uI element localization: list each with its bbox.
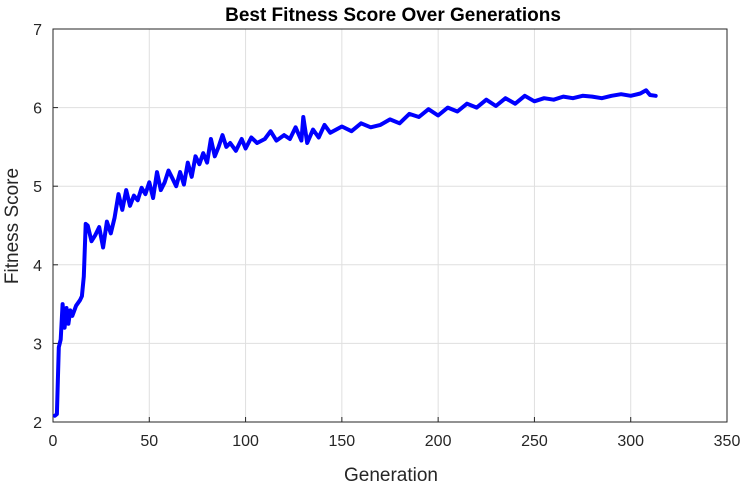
y-tick-label: 2 — [33, 415, 42, 432]
series-line — [52, 88, 658, 418]
grid — [52, 28, 728, 423]
x-tick-label: 0 — [49, 433, 58, 450]
y-tick-label: 3 — [33, 336, 42, 353]
plot-area — [53, 29, 727, 422]
series — [52, 88, 658, 418]
x-axis-label: Generation — [344, 465, 438, 486]
axes-box — [52, 28, 728, 423]
x-tick-label: 250 — [521, 433, 548, 450]
y-tick-label: 5 — [33, 179, 42, 196]
y-tick-label: 6 — [33, 101, 42, 118]
x-tick-label: 100 — [232, 433, 259, 450]
x-tick-label: 300 — [617, 433, 644, 450]
x-tick-label: 150 — [329, 433, 356, 450]
y-tick-label: 7 — [33, 22, 42, 39]
axes: 0 50 100 150 200 250 300 350 2 3 4 5 6 7 — [33, 22, 740, 450]
y-axis-label: Fitness Score — [2, 168, 23, 284]
x-tick-label: 200 — [425, 433, 452, 450]
x-tick-label: 50 — [140, 433, 158, 450]
x-tick-label: 350 — [714, 433, 741, 450]
y-tick-label: 4 — [33, 258, 42, 275]
chart-title: Best Fitness Score Over Generations — [225, 5, 561, 26]
